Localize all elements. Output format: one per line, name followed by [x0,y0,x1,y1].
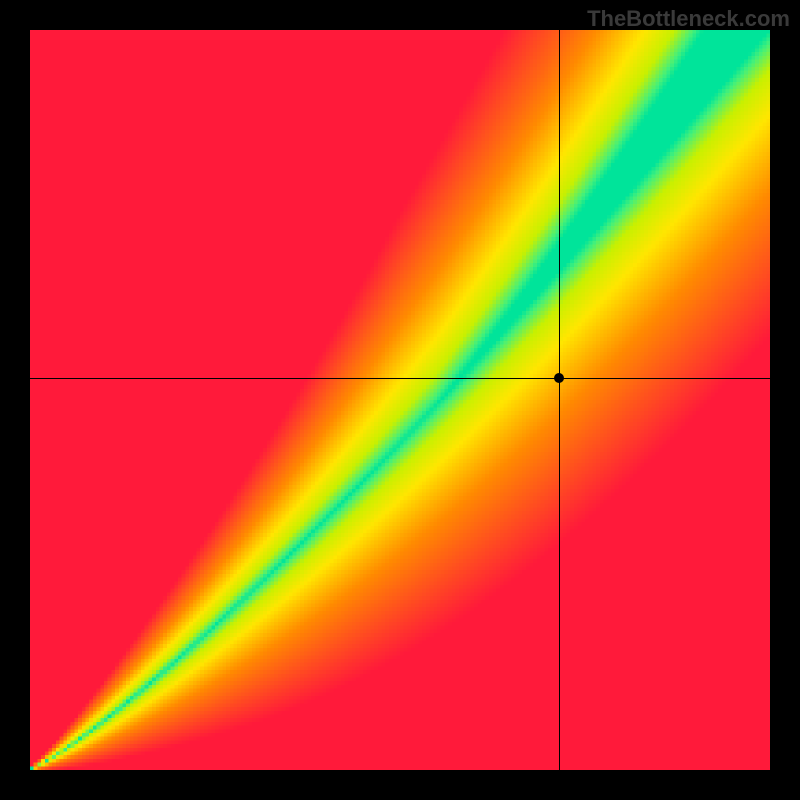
crosshair-vertical [559,30,560,770]
crosshair-marker [554,373,564,383]
crosshair-horizontal [30,378,770,379]
watermark-text: TheBottleneck.com [587,6,790,32]
heatmap-plot [30,30,770,770]
heatmap-canvas [30,30,770,770]
